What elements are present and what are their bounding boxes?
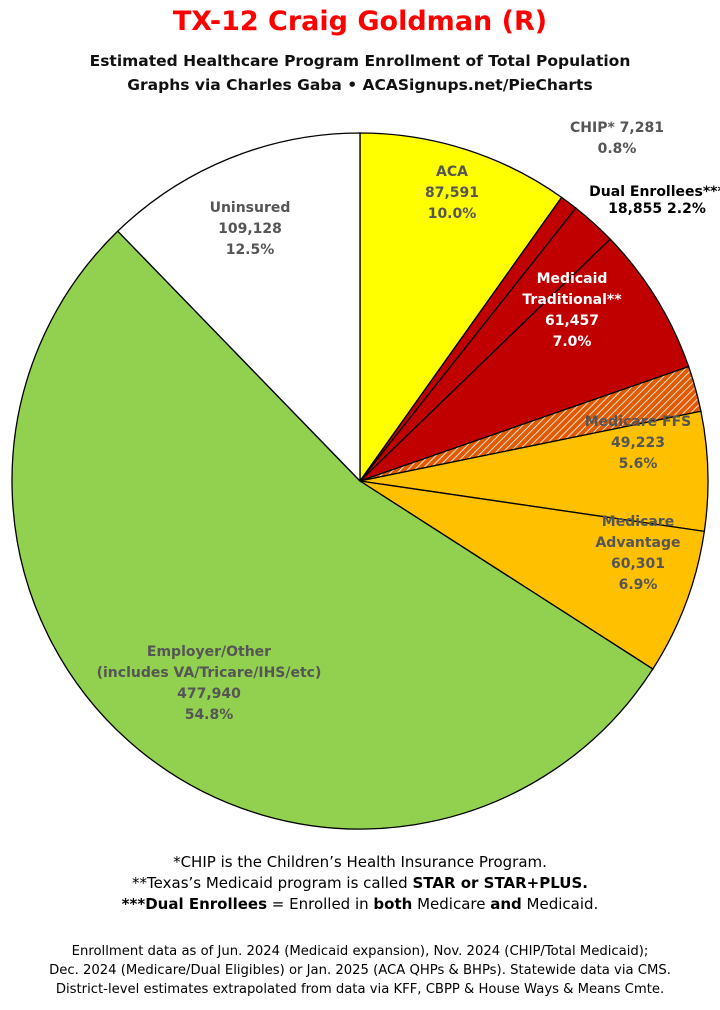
pie-slice-aca (359, 132, 563, 484)
chart-credit: Graphs via Charles Gaba • ACASignups.net… (127, 76, 593, 94)
pie-slice-uninsured (116, 132, 361, 483)
slice-label-uninsured: Uninsured 109,128 12.5% (210, 200, 291, 258)
chart-title: TX-12 Craig Goldman (R) (172, 6, 548, 37)
pie-slice-medicare-adv (359, 480, 706, 670)
pie-chart: ACA 87,591 10.0% CHIP* 7,281 0.8% Dual Enroll… (11, 120, 720, 830)
source-line-2: Dec. 2024 (Medicare/Dual Eligibles) or J… (49, 963, 671, 978)
footnote-chip: *CHIP is the Children’s Health Insurance… (173, 853, 547, 871)
slice-label-chip: CHIP* 7,281 0.8% (570, 120, 664, 157)
source-line-3: District-level estimates extrapolated fr… (55, 982, 665, 997)
source-notes: Enrollment data as of Jun. 2024 (Medicai… (0, 942, 720, 999)
slice-label-medicaid: Medicaid Traditional** 61,457 7.0% (522, 271, 622, 350)
source-line-1: Enrollment data as of Jun. 2024 (Medicai… (71, 944, 649, 959)
slice-label-aca: ACA 87,591 10.0% (425, 164, 479, 222)
footnote-medicaid: **Texas’s Medicaid program is called STA… (132, 874, 588, 892)
pie-slice-medicaid (359, 238, 690, 482)
footnotes: *CHIP is the Children’s Health Insurance… (0, 852, 720, 915)
chart-subtitle: Estimated Healthcare Program Enrollment … (89, 52, 631, 70)
slice-label-medicare-ffs: Medicare FFS 49,223 5.6% (585, 414, 691, 472)
pie-slice-employer (11, 230, 654, 830)
slice-label-employer: Employer/Other (includes VA/Tricare/IHS/e… (97, 644, 322, 723)
footnote-dual: ***Dual Enrollees = Enrolled in both Med… (121, 895, 599, 913)
slice-label-dual: Dual Enrollees*** 18,855 2.2% (589, 184, 720, 217)
slice-label-medicare-adv: Medicare Advantage 60,301 6.9% (595, 514, 680, 593)
